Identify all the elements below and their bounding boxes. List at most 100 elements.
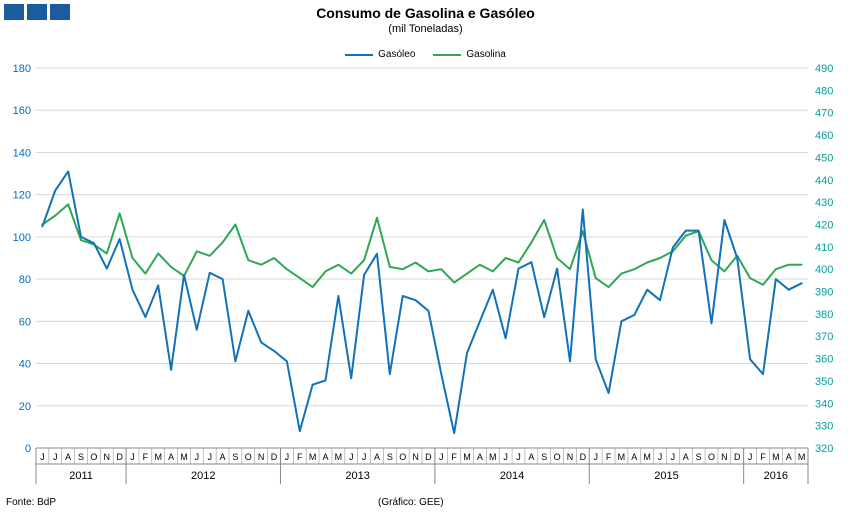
right-axis-tick: 360 bbox=[815, 354, 833, 366]
month-label: D bbox=[734, 452, 741, 462]
right-axis-tick: 340 bbox=[815, 398, 833, 410]
credit-note: (Gráfico: GEE) bbox=[378, 497, 444, 508]
series-line-gasóleo bbox=[41, 170, 803, 435]
logo-square bbox=[27, 4, 47, 20]
month-label: J bbox=[362, 452, 367, 462]
legend-item-gasolina: Gasolina bbox=[433, 49, 506, 60]
right-axis-tick: 370 bbox=[815, 331, 833, 343]
right-axis-tick: 420 bbox=[815, 219, 833, 231]
year-label: 2012 bbox=[191, 470, 215, 482]
right-axis-tick: 480 bbox=[815, 85, 833, 97]
month-label: N bbox=[721, 452, 728, 462]
month-label: A bbox=[65, 452, 71, 462]
chart-title: Consumo de Gasolina e Gasóleo bbox=[316, 5, 535, 21]
month-label: D bbox=[425, 452, 432, 462]
right-axis-tick: 460 bbox=[815, 130, 833, 142]
left-axis-tick: 180 bbox=[13, 63, 31, 75]
logo-square bbox=[4, 4, 24, 20]
logo-square bbox=[50, 4, 70, 20]
month-label: J bbox=[207, 452, 212, 462]
month-label: F bbox=[451, 452, 457, 462]
month-label: M bbox=[309, 452, 317, 462]
chart-subtitle: (mil Toneladas) bbox=[388, 23, 463, 35]
month-label: F bbox=[760, 452, 766, 462]
left-axis-tick: 60 bbox=[19, 316, 31, 328]
month-label: N bbox=[104, 452, 111, 462]
month-label: J bbox=[593, 452, 598, 462]
right-axis-tick: 440 bbox=[815, 175, 833, 187]
year-label: 2015 bbox=[654, 470, 678, 482]
month-label: M bbox=[618, 452, 626, 462]
month-label: J bbox=[658, 452, 663, 462]
month-label: F bbox=[143, 452, 149, 462]
year-label: 2013 bbox=[345, 470, 369, 482]
legend: Gasóleo Gasolina bbox=[0, 49, 851, 60]
month-label: M bbox=[489, 452, 497, 462]
left-axis-tick: 0 bbox=[25, 443, 31, 455]
month-label: A bbox=[374, 452, 380, 462]
month-label: O bbox=[399, 452, 406, 462]
right-axis-tick: 320 bbox=[815, 443, 833, 455]
month-label: A bbox=[477, 452, 483, 462]
month-label: D bbox=[271, 452, 278, 462]
month-label: J bbox=[748, 452, 753, 462]
footer: Fonte: BdP (Gráfico: GEE) bbox=[6, 497, 846, 513]
month-label: F bbox=[297, 452, 303, 462]
month-label: N bbox=[412, 452, 419, 462]
month-label: J bbox=[195, 452, 200, 462]
right-axis-tick: 330 bbox=[815, 421, 833, 433]
month-label: A bbox=[786, 452, 792, 462]
right-axis-tick: 400 bbox=[815, 264, 833, 276]
month-label: N bbox=[567, 452, 574, 462]
right-axis-tick: 470 bbox=[815, 108, 833, 120]
month-label: M bbox=[154, 452, 162, 462]
month-label: S bbox=[78, 452, 84, 462]
month-label: S bbox=[232, 452, 238, 462]
month-label: A bbox=[683, 452, 689, 462]
right-axis-tick: 450 bbox=[815, 152, 833, 164]
right-axis-tick: 430 bbox=[815, 197, 833, 209]
month-label: M bbox=[798, 452, 806, 462]
month-label: J bbox=[503, 452, 508, 462]
month-label: J bbox=[285, 452, 290, 462]
month-label: S bbox=[387, 452, 393, 462]
left-axis-tick: 140 bbox=[13, 147, 31, 159]
legend-label-gasolina: Gasolina bbox=[466, 49, 506, 60]
month-label: S bbox=[541, 452, 547, 462]
month-label: O bbox=[554, 452, 561, 462]
source-note: Fonte: BdP bbox=[6, 497, 57, 508]
month-label: M bbox=[463, 452, 471, 462]
right-axis-tick: 380 bbox=[815, 309, 833, 321]
right-axis-tick: 350 bbox=[815, 376, 833, 388]
month-label: J bbox=[671, 452, 676, 462]
legend-label-gasoleo: Gasóleo bbox=[378, 49, 416, 60]
month-label: J bbox=[130, 452, 135, 462]
month-label: A bbox=[322, 452, 328, 462]
left-axis-tick: 80 bbox=[19, 274, 31, 286]
month-label: M bbox=[335, 452, 343, 462]
month-label: A bbox=[220, 452, 226, 462]
month-label: O bbox=[708, 452, 715, 462]
left-axis-tick: 160 bbox=[13, 105, 31, 117]
logo bbox=[4, 4, 70, 20]
year-label: 2014 bbox=[500, 470, 524, 482]
month-label: M bbox=[180, 452, 188, 462]
month-label: D bbox=[580, 452, 587, 462]
month-label: J bbox=[349, 452, 354, 462]
month-label: J bbox=[40, 452, 45, 462]
right-axis-tick: 410 bbox=[815, 242, 833, 254]
year-label: 2016 bbox=[764, 470, 788, 482]
month-label: M bbox=[643, 452, 651, 462]
month-label: O bbox=[245, 452, 252, 462]
month-label: M bbox=[772, 452, 780, 462]
legend-item-gasoleo: Gasóleo bbox=[345, 49, 415, 60]
left-axis-tick: 120 bbox=[13, 190, 31, 202]
month-label: S bbox=[696, 452, 702, 462]
gasolina-line-swatch bbox=[433, 53, 462, 56]
month-label: F bbox=[606, 452, 612, 462]
gasoleo-line-swatch bbox=[345, 53, 374, 56]
dual-axis-line-chart: 0 20 40 60 80 100 120 140 160 180 320 330 340 350 360 3… bbox=[13, 63, 833, 484]
right-axis-tick: 390 bbox=[815, 287, 833, 299]
month-label: O bbox=[90, 452, 97, 462]
